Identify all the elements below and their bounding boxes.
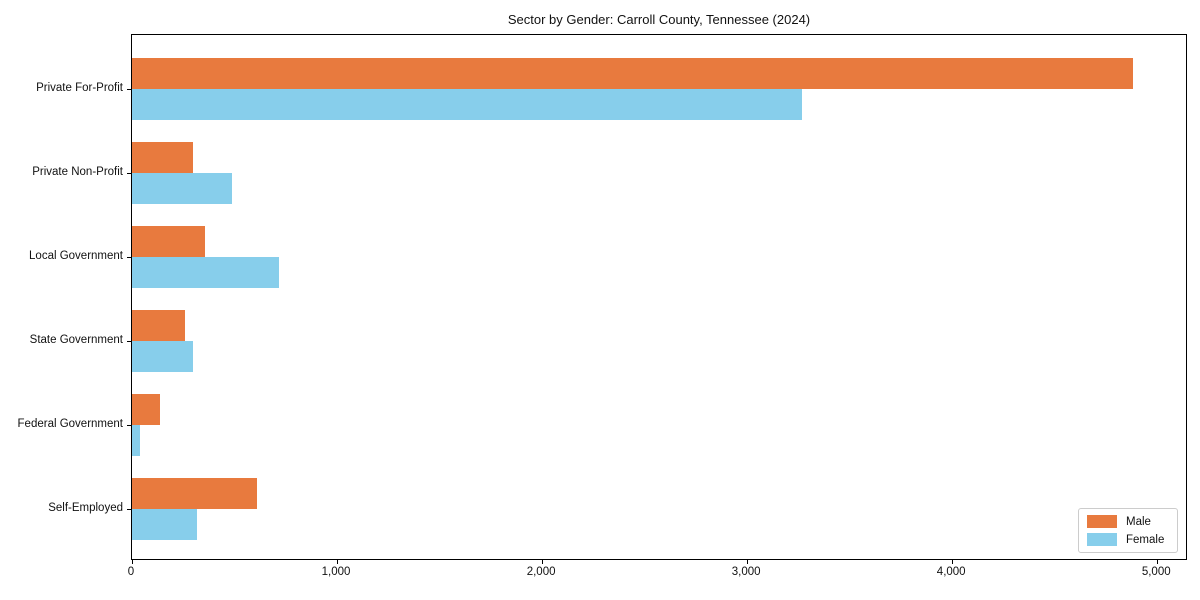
bar-male-1 <box>132 142 194 173</box>
x-axis-tick <box>747 560 749 564</box>
bar-female-0 <box>132 89 803 120</box>
y-axis-label: Local Government <box>29 250 123 262</box>
legend-swatch-icon <box>1087 515 1117 528</box>
y-axis-tick <box>127 173 131 174</box>
y-axis-label: State Government <box>29 334 123 346</box>
bar-male-3 <box>132 310 186 341</box>
bar-female-4 <box>132 425 141 456</box>
y-axis-label: Federal Government <box>17 418 123 430</box>
x-axis-label: 5,000 <box>1141 566 1171 578</box>
chart-title: Sector by Gender: Carroll County, Tennes… <box>507 12 811 27</box>
x-axis-label: 0 <box>127 566 135 578</box>
legend: Male Female <box>1078 508 1178 553</box>
y-axis-label: Private For-Profit <box>36 82 123 94</box>
bar-male-4 <box>132 394 160 425</box>
bar-female-1 <box>132 173 233 204</box>
legend-item-male: Male <box>1087 515 1168 528</box>
x-axis-tick <box>337 560 339 564</box>
y-axis-tick <box>127 341 131 342</box>
bar-female-5 <box>132 509 198 540</box>
y-axis-label: Private Non-Profit <box>32 166 123 178</box>
legend-label: Male <box>1126 515 1151 528</box>
bar-female-3 <box>132 341 194 372</box>
legend-swatch-icon <box>1087 533 1117 546</box>
x-axis-label: 1,000 <box>321 566 351 578</box>
y-axis-tick <box>127 425 131 426</box>
legend-item-female: Female <box>1087 533 1168 546</box>
x-axis-tick <box>1157 560 1159 564</box>
bar-male-5 <box>132 478 257 509</box>
x-axis-label: 2,000 <box>526 566 556 578</box>
x-axis-tick <box>952 560 954 564</box>
x-axis-tick <box>132 560 133 564</box>
bar-male-2 <box>132 226 205 257</box>
y-axis-tick <box>127 509 131 510</box>
x-axis-label: 4,000 <box>936 566 966 578</box>
bar-male-0 <box>132 58 1133 89</box>
y-axis-tick <box>127 257 131 258</box>
y-axis-tick <box>127 89 131 90</box>
bar-female-2 <box>132 257 280 288</box>
x-axis-tick <box>542 560 544 564</box>
plot-area: Male Female <box>127 34 1187 564</box>
legend-label: Female <box>1126 533 1165 546</box>
x-axis-label: 3,000 <box>731 566 761 578</box>
y-axis-label: Self-Employed <box>48 502 123 514</box>
